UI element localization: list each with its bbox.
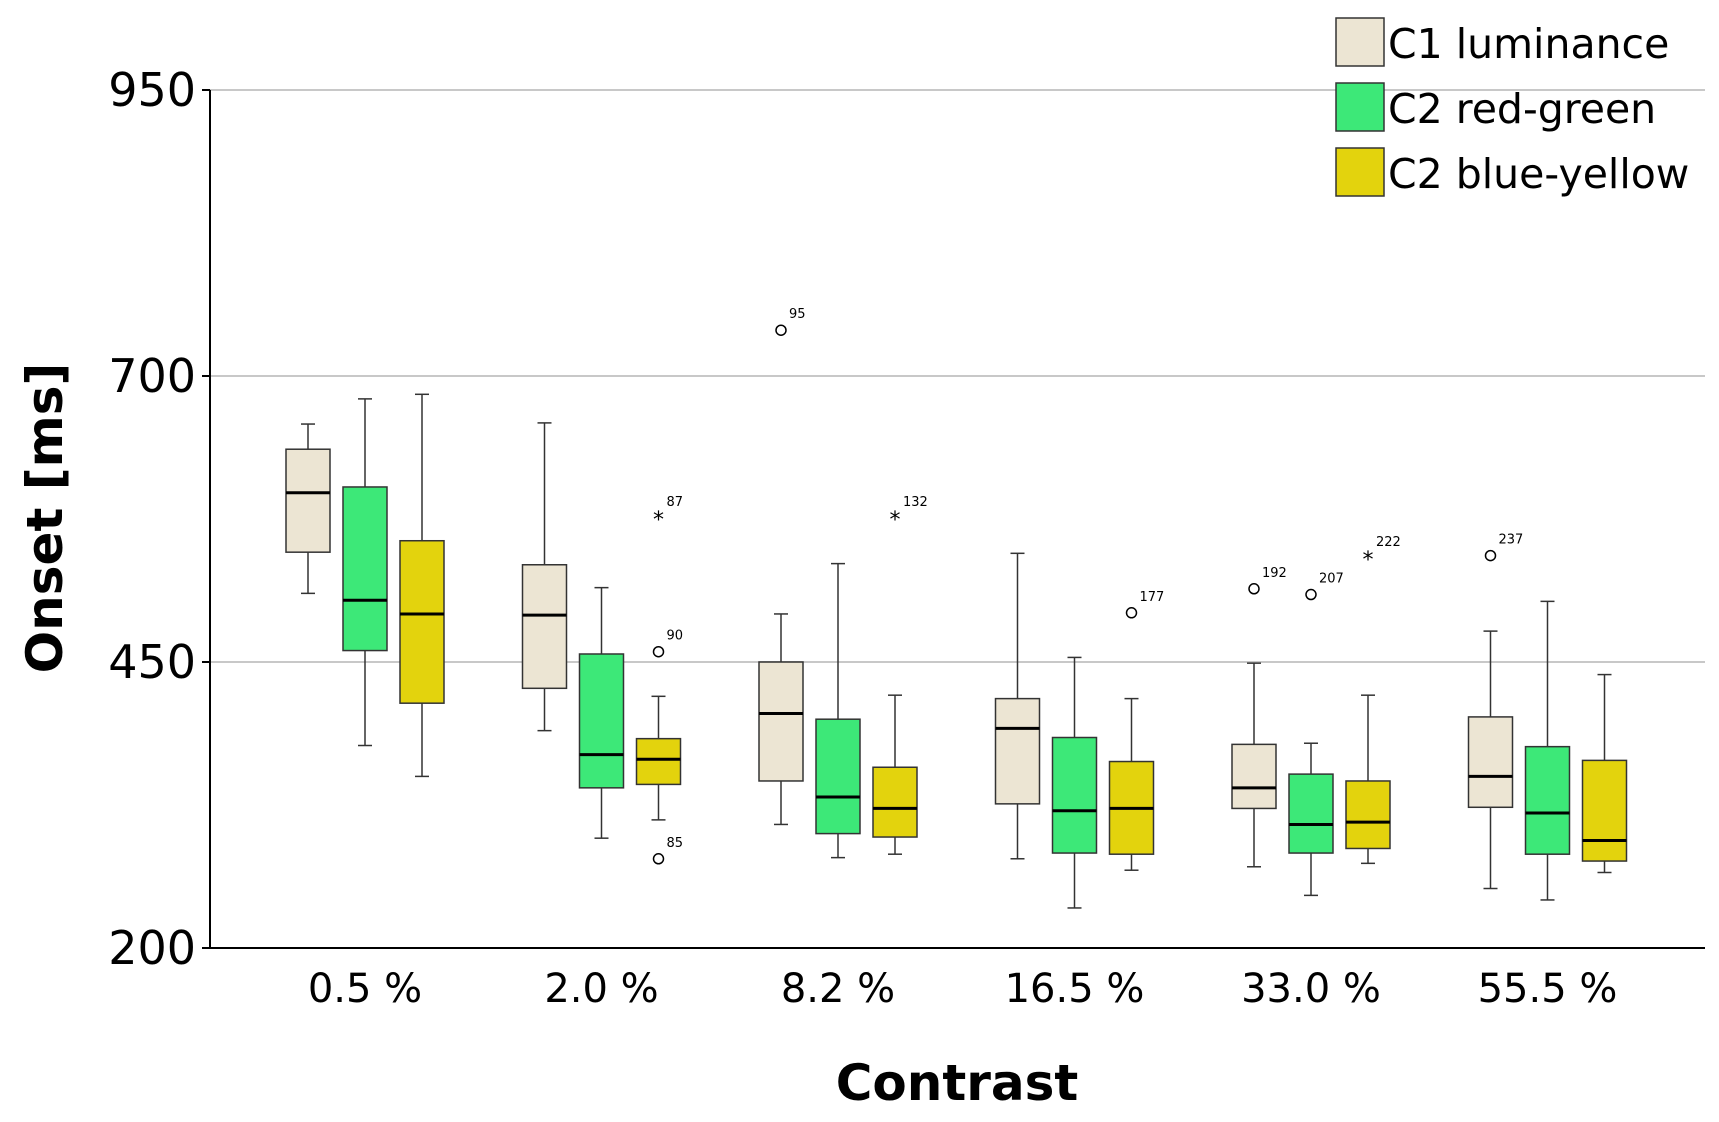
legend-swatch: [1335, 147, 1385, 197]
legend-label: C2 red-green: [1388, 85, 1656, 133]
box-rect: [399, 539, 445, 704]
x-tick-label: 2.0 %: [544, 966, 658, 1012]
series-2: [342, 398, 1571, 909]
x-tick-label: 8.2 %: [781, 966, 895, 1012]
box-rect: [635, 737, 682, 786]
outlier-point: 177: [1125, 590, 1165, 619]
y-tick-label: 450: [108, 635, 196, 689]
box-rect: [872, 766, 918, 838]
x-tick-labels: 0.5 % 2.0 % 8.2 % 16.5 % 33.0 % 55.5 %: [308, 966, 1618, 1012]
box-item: [1231, 662, 1277, 868]
box-series: [285, 393, 1628, 909]
box-rect: [1524, 745, 1571, 855]
outlier-point: 237: [1484, 533, 1524, 562]
outlier-label: 132: [903, 495, 928, 510]
box-rect: [521, 564, 568, 690]
legend-swatch: [1335, 82, 1385, 132]
box-item: [1288, 742, 1334, 897]
y-axis-title: Onset [ms]: [16, 363, 74, 674]
x-tick-label: 0.5 %: [308, 966, 422, 1012]
box-rect: [578, 653, 625, 789]
box-rect: [815, 718, 861, 835]
outlier-point: *87: [653, 495, 683, 533]
legend-swatch: [1335, 17, 1385, 67]
x-tick-label: 33.0 %: [1241, 966, 1381, 1012]
box-item: [815, 562, 861, 859]
box-item: [342, 398, 388, 747]
outlier-point: 95: [775, 307, 806, 336]
box-item: [1524, 600, 1571, 901]
box-rect: [1581, 759, 1628, 862]
outlier-star: *: [890, 508, 901, 533]
box-item: [285, 423, 331, 595]
box-item: [635, 695, 682, 821]
legend-item: C2 blue-yellow: [1335, 147, 1689, 198]
legend-label: C2 blue-yellow: [1388, 150, 1689, 198]
outlier-point: 90: [652, 629, 684, 658]
box-rect: [1467, 716, 1514, 809]
y-tick-label: 200: [108, 921, 196, 975]
box-item: [1051, 656, 1098, 909]
box-rect: [994, 697, 1041, 805]
outlier-label: 237: [1499, 533, 1524, 548]
x-axis-title: Contrast: [836, 1054, 1079, 1112]
box-rect: [1345, 780, 1391, 850]
box-rect: [1288, 773, 1334, 854]
box-item: [1345, 694, 1391, 865]
box-rect: [758, 661, 804, 782]
outlier-circle: [652, 853, 665, 865]
box-item: [1581, 673, 1628, 874]
box-rect: [342, 486, 388, 652]
x-tick-label: 55.5 %: [1478, 966, 1618, 1012]
box-item: [994, 552, 1041, 860]
box-rect: [1231, 743, 1277, 810]
y-tick-label: 700: [108, 349, 196, 403]
box-item: [872, 694, 918, 855]
outlier-label: 222: [1376, 535, 1401, 550]
outlier-circle: [1305, 588, 1317, 601]
legend-item: C1 luminance: [1335, 17, 1669, 68]
x-tick-label: 16.5 %: [1005, 966, 1145, 1012]
y-tick-labels: 200 450 700 950: [108, 63, 210, 975]
box-rect: [285, 448, 331, 553]
axes: [209, 90, 1705, 949]
outlier-star: *: [653, 508, 664, 533]
box-item: [399, 393, 445, 778]
box-item: [1467, 630, 1514, 890]
outlier-label: 207: [1319, 572, 1344, 587]
outlier-label: 192: [1262, 566, 1287, 581]
series-3: [399, 393, 1628, 874]
outlier-circle: [1484, 549, 1497, 562]
box-item: [1108, 697, 1155, 871]
outlier-point: 207: [1305, 572, 1344, 601]
outlier-point: 192: [1248, 566, 1287, 595]
box-item: [521, 422, 568, 732]
box-item: [758, 613, 804, 826]
legend-label: C1 luminance: [1388, 20, 1669, 68]
outlier-circle: [1125, 607, 1138, 619]
outlier-point: 85: [652, 836, 684, 865]
outlier-point: *132: [890, 495, 928, 533]
outlier-label: 95: [789, 307, 806, 322]
outlier-point: *222: [1363, 535, 1401, 573]
outlier-circle: [775, 324, 787, 336]
legend-item: C2 red-green: [1335, 82, 1656, 133]
outlier-circle: [652, 645, 665, 658]
gridlines: [210, 89, 1705, 663]
outlier-star: *: [1363, 548, 1374, 573]
outlier-label: 177: [1140, 590, 1165, 605]
outlier-label: 87: [667, 495, 684, 510]
outlier-circle: [1248, 583, 1260, 595]
outlier-label: 85: [667, 836, 684, 851]
box-rect: [1051, 736, 1098, 854]
series-1: [285, 422, 1514, 890]
y-tick-label: 950: [108, 63, 196, 117]
legend: C1 luminance C2 red-green C2 blue-yellow: [1335, 17, 1689, 198]
box-item: [578, 586, 625, 839]
outlier-label: 90: [667, 629, 684, 644]
